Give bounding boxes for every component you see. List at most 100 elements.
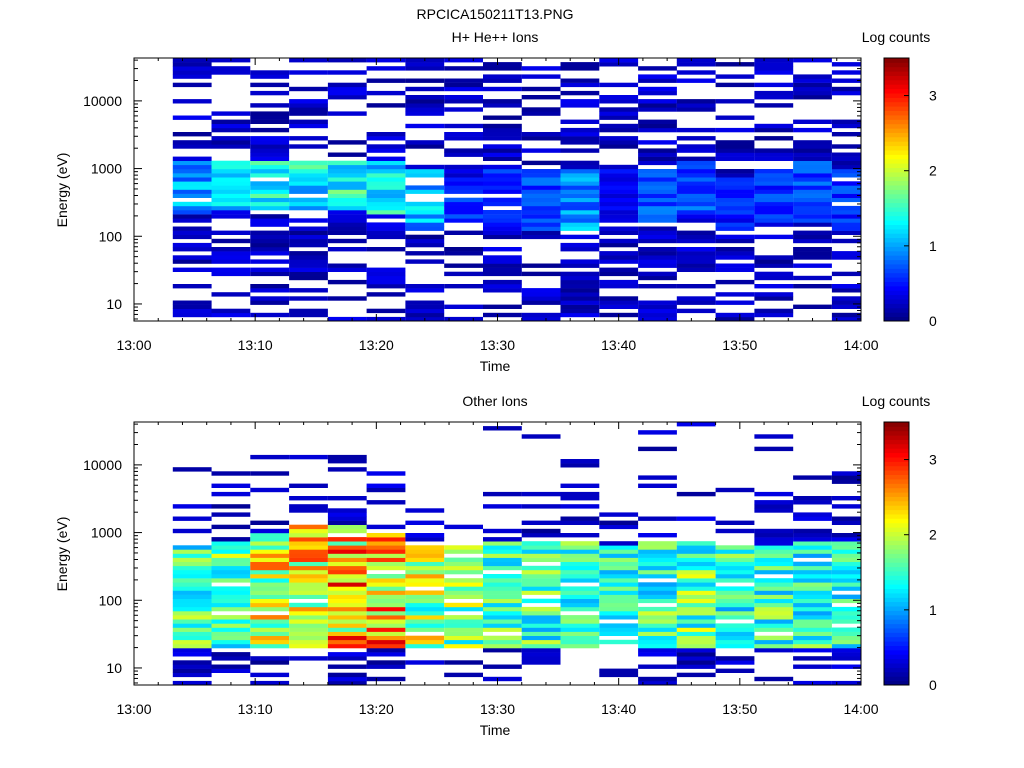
heatmap-cell	[599, 193, 639, 198]
heatmap-cell	[715, 189, 755, 194]
heatmap-cell	[676, 648, 716, 653]
heatmap-cell	[211, 271, 251, 277]
heatmap-cell	[366, 615, 406, 620]
heatmap-cell	[638, 615, 677, 620]
x-tick-label: 13:50	[722, 337, 757, 353]
heatmap-cell	[793, 549, 832, 554]
heatmap-cell	[250, 312, 290, 318]
heatmap-cell	[366, 471, 406, 476]
heatmap-cell	[793, 475, 832, 480]
heatmap-cell	[676, 627, 716, 632]
heatmap-cell	[172, 62, 212, 67]
heatmap-cell	[405, 205, 445, 211]
heatmap-cell	[793, 234, 832, 240]
heatmap-cell	[793, 284, 832, 289]
heatmap-cell	[444, 214, 483, 219]
heatmap-cell	[638, 312, 677, 318]
colorbar-segment	[884, 527, 909, 532]
heatmap-cell	[211, 292, 251, 297]
heatmap-cell	[405, 111, 445, 116]
heatmap-cell	[793, 639, 832, 645]
heatmap-cell	[483, 565, 522, 571]
heatmap-cell	[676, 58, 716, 63]
heatmap-cell	[172, 284, 212, 289]
heatmap-cell	[521, 312, 561, 318]
heatmap-cell	[754, 643, 794, 649]
heatmap-cell	[172, 218, 212, 223]
heatmap-cell	[483, 627, 522, 632]
heatmap-cell	[327, 95, 367, 100]
heatmap-cell	[483, 156, 522, 161]
heatmap-cell	[715, 316, 755, 322]
heatmap-cell	[676, 177, 716, 182]
heatmap-cell	[715, 631, 755, 636]
heatmap-cell	[754, 123, 794, 129]
heatmap-cell	[289, 58, 328, 63]
heatmap-cell	[211, 553, 251, 558]
heatmap-cell	[327, 140, 367, 145]
heatmap-cell	[366, 308, 406, 314]
heatmap-cell	[560, 304, 600, 309]
colorbar-segment	[884, 623, 909, 629]
colorbar-tick-label: 1	[929, 602, 937, 618]
heatmap-cell	[831, 496, 861, 501]
heatmap-cell	[327, 454, 367, 460]
colorbar-segment	[884, 207, 909, 212]
heatmap-cell	[483, 639, 522, 645]
heatmap-cell	[366, 598, 406, 604]
heatmap-cell	[521, 643, 561, 649]
heatmap-cell	[599, 574, 639, 579]
heatmap-cell	[289, 582, 328, 587]
heatmap-cell	[715, 668, 755, 673]
heatmap-cell	[405, 66, 445, 71]
heatmap-cell	[405, 615, 445, 620]
heatmap-cell	[366, 574, 406, 579]
heatmap-cell	[754, 611, 794, 616]
heatmap-cell	[289, 557, 328, 562]
heatmap-cell	[676, 545, 716, 550]
heatmap-cell	[638, 308, 677, 314]
heatmap-cell	[366, 197, 406, 203]
heatmap-cell	[676, 672, 716, 678]
heatmap-cell	[599, 569, 639, 575]
heatmap-cell	[599, 144, 639, 149]
heatmap-cell	[754, 136, 794, 141]
heatmap-cell	[754, 152, 794, 157]
heatmap-cell	[250, 660, 290, 665]
y-tick-label: 10000	[83, 93, 122, 109]
heatmap-cell	[599, 284, 639, 289]
heatmap-cell	[250, 164, 290, 170]
heatmap-cell	[366, 635, 406, 641]
heatmap-cell	[444, 66, 483, 71]
heatmap-cell	[483, 255, 522, 260]
heatmap-cell	[676, 631, 716, 636]
colorbar-segment	[884, 84, 909, 90]
heatmap-cell	[676, 234, 716, 240]
heatmap-cell	[638, 664, 677, 669]
heatmap-cell	[831, 284, 861, 289]
heatmap-cell	[599, 631, 639, 636]
heatmap-cell	[483, 557, 522, 562]
heatmap-cell	[560, 627, 600, 632]
colorbar-segment	[884, 439, 909, 445]
heatmap-cell	[172, 201, 212, 207]
heatmap-cell	[250, 160, 290, 166]
heatmap-cell	[715, 557, 755, 562]
heatmap-cell	[289, 524, 328, 530]
heatmap-cell	[754, 648, 794, 653]
colorbar-segment	[884, 88, 909, 94]
heatmap-cell	[560, 586, 600, 591]
heatmap-cell	[521, 491, 561, 497]
heatmap-cell	[366, 210, 406, 215]
colorbar: 0 1 2 3	[883, 57, 937, 329]
heatmap-cell	[831, 475, 861, 480]
heatmap-cell	[172, 181, 212, 186]
heatmap-cell	[715, 82, 755, 88]
heatmap-cell	[715, 148, 755, 153]
heatmap-cell	[521, 160, 561, 166]
heatmap-cell	[327, 177, 367, 182]
colorbar-tick-label: 2	[929, 527, 937, 543]
heatmap-cell	[405, 201, 445, 207]
heatmap-cell	[366, 676, 406, 682]
heatmap-cell	[638, 123, 677, 129]
